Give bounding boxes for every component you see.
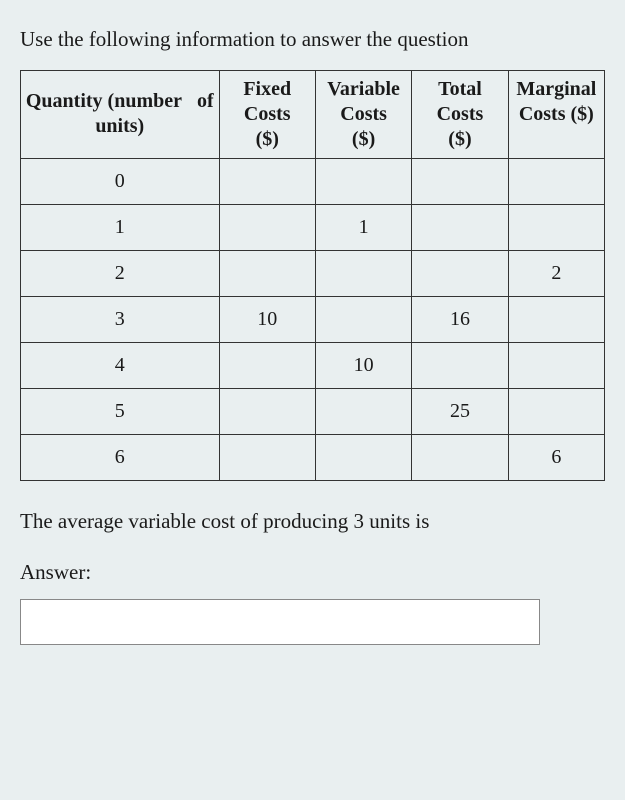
table-row: 4 10: [21, 342, 605, 388]
header-text: Costs ($): [519, 103, 594, 125]
cell-vc: [315, 296, 411, 342]
table-row: 6 6: [21, 434, 605, 480]
cell-tc: [412, 158, 508, 204]
cell-mc: [508, 388, 604, 434]
cell-qty: 6: [21, 434, 220, 480]
cell-vc: [315, 250, 411, 296]
cell-qty: 5: [21, 388, 220, 434]
cell-mc: [508, 296, 604, 342]
table-header-row: Quantity (number of units) Fixed Costs (…: [21, 70, 605, 158]
cell-qty: 4: [21, 342, 220, 388]
table-row: 2 2: [21, 250, 605, 296]
table-row: 1 1: [21, 204, 605, 250]
header-text: Costs: [437, 103, 484, 125]
cell-fc: [219, 250, 315, 296]
cell-vc: [315, 158, 411, 204]
header-text: Costs: [340, 103, 387, 125]
answer-label: Answer:: [20, 560, 605, 585]
cell-tc: 25: [412, 388, 508, 434]
cell-tc: 16: [412, 296, 508, 342]
cell-qty: 1: [21, 204, 220, 250]
col-header-quantity: Quantity (number of units): [21, 70, 220, 158]
col-header-variable: Variable Costs ($): [315, 70, 411, 158]
header-text: Quantity (number: [26, 90, 182, 112]
question-text: The average variable cost of producing 3…: [20, 509, 605, 534]
header-text: Total: [438, 78, 482, 100]
cell-fc: [219, 388, 315, 434]
cell-tc: [412, 250, 508, 296]
cell-vc: [315, 388, 411, 434]
answer-input[interactable]: [20, 599, 540, 645]
table-row: 5 25: [21, 388, 605, 434]
cell-tc: [412, 434, 508, 480]
intro-text: Use the following information to answer …: [20, 24, 605, 56]
cell-mc: 2: [508, 250, 604, 296]
cost-table: Quantity (number of units) Fixed Costs (…: [20, 70, 605, 481]
cell-fc: [219, 342, 315, 388]
cell-fc: 10: [219, 296, 315, 342]
cell-mc: [508, 158, 604, 204]
cell-fc: [219, 158, 315, 204]
col-header-total: Total Costs ($): [412, 70, 508, 158]
header-text: Fixed: [243, 78, 291, 100]
cell-tc: [412, 204, 508, 250]
header-text: ($): [352, 128, 375, 150]
cell-vc: [315, 434, 411, 480]
cell-fc: [219, 434, 315, 480]
cell-qty: 2: [21, 250, 220, 296]
cell-fc: [219, 204, 315, 250]
header-text: of: [197, 90, 214, 112]
table-row: 0: [21, 158, 605, 204]
col-header-marginal: Marginal Costs ($): [508, 70, 604, 158]
header-text: ($): [256, 128, 279, 150]
table-row: 3 10 16: [21, 296, 605, 342]
header-text: Variable: [327, 78, 400, 100]
header-text: ($): [448, 128, 471, 150]
cell-mc: [508, 342, 604, 388]
col-header-fixed: Fixed Costs ($): [219, 70, 315, 158]
cell-vc: 10: [315, 342, 411, 388]
header-text: Costs: [244, 103, 291, 125]
cell-qty: 3: [21, 296, 220, 342]
cell-vc: 1: [315, 204, 411, 250]
cell-tc: [412, 342, 508, 388]
header-text: Marginal: [516, 78, 596, 100]
cell-qty: 0: [21, 158, 220, 204]
cell-mc: [508, 204, 604, 250]
header-text: units): [95, 115, 144, 137]
cell-mc: 6: [508, 434, 604, 480]
